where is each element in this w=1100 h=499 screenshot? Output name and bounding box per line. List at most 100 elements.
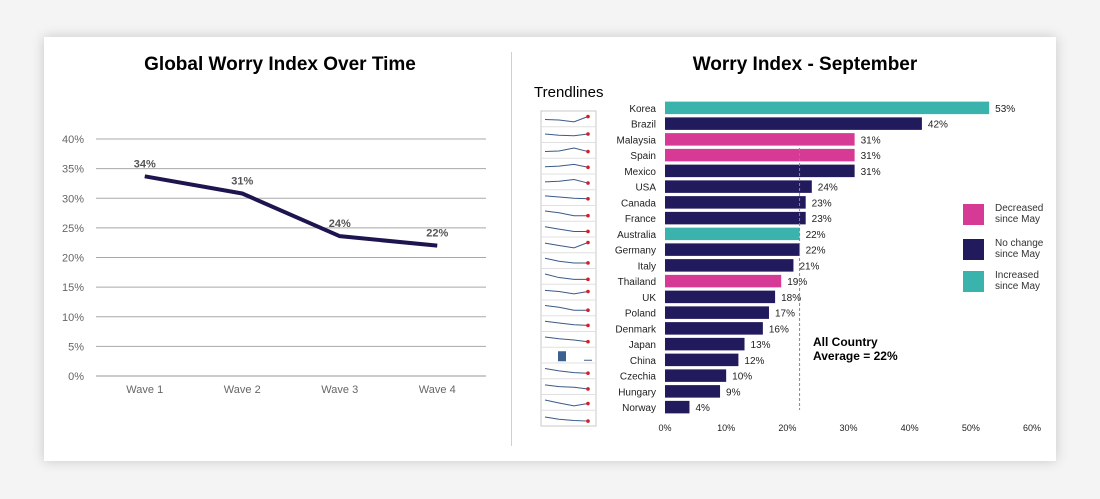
bar: [665, 133, 855, 146]
line-y-tick-label: 40%: [62, 134, 84, 146]
bar-category-label: France: [625, 214, 657, 225]
sparkline: [544, 195, 589, 200]
sparkline: [544, 273, 588, 280]
line-y-tick-label: 15%: [62, 282, 84, 294]
bar-x-tick-label: 20%: [778, 423, 796, 433]
bar-x-tick-label: 30%: [839, 423, 857, 433]
bar-x-tick-label: 40%: [901, 423, 919, 433]
average-annotation: All Country Average = 22%: [813, 335, 898, 363]
sparkline-endpoint: [586, 181, 590, 185]
sparkline-endpoint: [586, 401, 590, 406]
legend-item-increased: Increased since May: [963, 270, 1053, 304]
bar-x-tick-label: 60%: [1023, 423, 1041, 433]
sparkline-endpoint: [586, 261, 590, 265]
bar-x-tick-label: 10%: [717, 423, 735, 433]
line-x-tick-label: Wave 4: [419, 384, 456, 396]
bar: [665, 306, 769, 319]
bar: [665, 148, 855, 162]
bar: [665, 290, 776, 304]
bar-data-label: 23%: [812, 214, 832, 225]
legend-swatch-increased: [963, 271, 984, 292]
bar-category-label: Thailand: [618, 277, 656, 288]
bar-data-label: 31%: [861, 167, 881, 178]
bar-x-tick-label: 0%: [658, 423, 671, 433]
bar-category-label: USA: [635, 183, 656, 194]
sparkline-endpoint: [586, 371, 590, 376]
sparkline: [544, 147, 589, 153]
legend-swatch-decreased: [963, 204, 984, 225]
bar: [665, 227, 800, 241]
bar: [665, 400, 690, 414]
line-y-tick-label: 0%: [68, 371, 84, 383]
legend-swatch-no-change: [963, 239, 984, 260]
bar-category-label: Brazil: [631, 120, 656, 131]
sparkline-endpoint: [586, 149, 590, 154]
sparkline-endpoint: [586, 165, 590, 170]
bar-data-label: 24%: [818, 183, 838, 194]
legend-label-decreased-2: since May: [995, 214, 1041, 225]
sparkline-endpoint: [586, 289, 590, 294]
annotation-line-1: All Country: [813, 335, 878, 349]
bar-category-label: Mexico: [624, 167, 656, 178]
sparkline-endpoint: [586, 419, 590, 423]
bar-data-label: 17%: [775, 309, 795, 320]
sparkline-endpoint: [586, 308, 590, 313]
bar-category-label: Denmark: [615, 324, 657, 335]
bar: [665, 180, 812, 193]
bar: [665, 274, 782, 288]
legend-label-no-change-2: since May: [995, 249, 1041, 260]
legend-label-increased-2: since May: [995, 281, 1041, 292]
bar-data-label: 16%: [769, 324, 789, 335]
line-y-tick-label: 25%: [62, 223, 84, 235]
bar: [665, 164, 855, 178]
legend-label-no-change-1: No change: [995, 238, 1044, 249]
bar-data-label: 22%: [806, 246, 826, 257]
bar-data-label: 10%: [732, 372, 752, 383]
sparkline: [544, 320, 589, 326]
line-data-label: 34%: [134, 158, 156, 170]
sparkline: [544, 179, 589, 184]
bar-data-label: 53%: [995, 104, 1015, 115]
bar: [665, 259, 794, 272]
bar-data-label: 23%: [812, 198, 832, 209]
sparkline: [544, 399, 589, 407]
bar-x-tick-label: 50%: [962, 423, 980, 433]
bar-category-label: Korea: [629, 104, 656, 115]
legend-item-no-change: No change since May: [963, 238, 1053, 272]
bar: [665, 211, 806, 225]
bar-category-label: Japan: [629, 340, 656, 351]
bar-data-label: 9%: [726, 387, 741, 398]
sparkline: [544, 257, 588, 264]
bar-category-label: Poland: [625, 309, 656, 320]
sparkline-column-mark: [558, 351, 566, 362]
bar: [665, 337, 745, 351]
bar-category-label: Spain: [630, 151, 656, 162]
bar-category-label: Italy: [638, 261, 656, 272]
bar-data-label: 4%: [695, 403, 710, 414]
line-y-tick-label: 35%: [62, 164, 84, 176]
sparkline-endpoint: [586, 240, 590, 245]
bar-data-label: 21%: [799, 261, 819, 272]
legend-label-decreased-1: Decreased: [995, 203, 1044, 214]
sparkline-endpoint: [586, 277, 590, 282]
sparkline: [544, 305, 588, 311]
sparkline: [544, 226, 588, 232]
sparkline: [544, 116, 589, 123]
bar: [665, 369, 727, 382]
left-chart-title: Global Worry Index Over Time: [144, 54, 416, 75]
bar: [665, 196, 806, 209]
bar-data-label: 12%: [744, 356, 764, 367]
sparkline: [544, 416, 589, 422]
line-x-tick-label: Wave 2: [224, 384, 261, 396]
sparkline: [544, 289, 589, 295]
bar-category-label: UK: [642, 293, 656, 304]
sparkline-endpoint: [586, 387, 590, 391]
bar-data-label: 19%: [787, 277, 807, 288]
trendlines-label: Trendlines: [534, 84, 604, 101]
bar-category-label: Australia: [617, 230, 656, 241]
bar-data-label: 31%: [861, 135, 881, 146]
annotation-line-2: Average = 22%: [813, 349, 898, 363]
sparkline: [544, 242, 589, 249]
bar: [665, 117, 922, 130]
